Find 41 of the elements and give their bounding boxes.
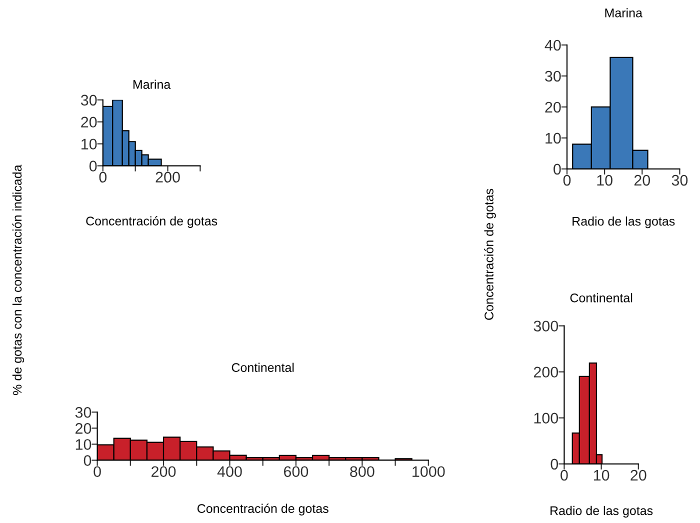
y-tick-label: 0 <box>89 160 97 172</box>
x-tick-label: 800 <box>350 466 374 478</box>
y-axis-title: % de gotas con la concentración indicada <box>12 164 24 395</box>
x-tick-label: 20 <box>634 174 650 186</box>
x-tick-label: 10 <box>597 174 612 186</box>
y-tick-label: 40 <box>544 40 561 51</box>
x-tick-label: 1000 <box>412 466 445 478</box>
x-tick-label: 30 <box>672 174 688 186</box>
y-tick-label: 30 <box>75 406 92 418</box>
chart-title: Marina <box>605 8 642 18</box>
x-axis-title: Radio de las gotas <box>572 216 675 228</box>
y-tick-label: 0 <box>84 455 92 466</box>
y-tick-label: 100 <box>534 412 558 424</box>
y-tick-label: 20 <box>81 116 97 128</box>
chart-title: Continental <box>232 362 294 372</box>
y-tick-label: 20 <box>545 102 561 113</box>
y-tick-label: 10 <box>82 138 97 150</box>
y-axis-title: Concentración de gotas <box>484 188 496 320</box>
x-tick-label: 10 <box>594 470 610 481</box>
y-tick-label: 0 <box>550 458 558 470</box>
chart-title: Continental <box>570 293 632 302</box>
y-tick-label: 10 <box>76 439 92 450</box>
x-tick-label: 0 <box>99 172 107 183</box>
y-tick-label: 30 <box>80 94 97 106</box>
x-tick-label: 0 <box>560 470 568 481</box>
x-tick-label: 20 <box>630 470 646 481</box>
x-axis-title: Radio de las gotas <box>550 506 653 518</box>
x-tick-label: 200 <box>156 172 180 183</box>
y-tick-label: 200 <box>534 366 558 378</box>
x-tick-label: 0 <box>563 174 571 186</box>
x-tick-label: 600 <box>284 466 308 478</box>
y-tick-label: 20 <box>76 423 92 434</box>
y-tick-label: 300 <box>534 320 558 332</box>
y-tick-label: 30 <box>545 70 561 82</box>
y-tick-label: 0 <box>554 164 561 175</box>
x-axis-title: Concentración de gotas <box>86 216 218 228</box>
x-tick-label: 400 <box>217 466 242 478</box>
chart-title: Marina <box>133 80 171 89</box>
x-tick-label: 200 <box>152 466 176 478</box>
y-tick-label: 10 <box>546 132 561 144</box>
x-axis-title: Concentración de gotas <box>197 504 328 516</box>
